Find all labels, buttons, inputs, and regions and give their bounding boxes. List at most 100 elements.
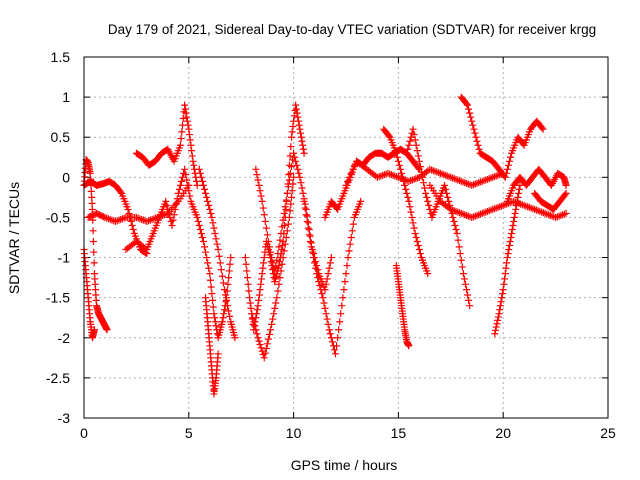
data-point [298, 184, 306, 192]
data-point [505, 157, 513, 165]
data-point [501, 173, 509, 181]
data-point [561, 191, 569, 199]
data-point [264, 335, 272, 343]
data-point [304, 224, 312, 232]
data-point [512, 201, 520, 209]
data-point [169, 216, 177, 224]
data-point [194, 217, 202, 225]
data-point [416, 163, 424, 171]
data-point [458, 263, 466, 271]
data-point [89, 238, 97, 246]
data-point [299, 141, 307, 149]
data-point [499, 290, 507, 298]
data-point [254, 334, 262, 342]
data-point [183, 113, 191, 121]
data-point [197, 173, 205, 181]
data-point [142, 249, 150, 257]
data-point [288, 163, 296, 171]
data-point [186, 192, 194, 200]
data-point [505, 246, 513, 254]
data-point [410, 224, 418, 232]
data-point [268, 320, 276, 328]
data-point [164, 205, 172, 213]
data-point [332, 350, 340, 358]
data-point [508, 225, 516, 233]
data-point [338, 302, 346, 310]
data-point [306, 238, 314, 246]
data-point [282, 234, 290, 241]
series-track-f [122, 165, 235, 342]
data-point [339, 294, 347, 302]
data-point [405, 141, 413, 149]
data-point [313, 270, 321, 278]
data-point [184, 121, 192, 129]
data-point [197, 229, 205, 237]
data-point [259, 264, 267, 272]
data-point [209, 296, 217, 304]
data-point [296, 173, 304, 181]
data-point [287, 143, 295, 151]
data-point [288, 187, 296, 195]
data-point [335, 326, 343, 334]
data-point [257, 192, 265, 200]
data-point [394, 157, 402, 165]
data-point [452, 225, 460, 233]
data-point [272, 299, 280, 307]
data-point [257, 344, 265, 352]
data-point [471, 129, 479, 137]
data-point [514, 193, 522, 201]
data-point [392, 149, 400, 157]
series-track-v [531, 189, 570, 213]
data-point [241, 254, 249, 262]
series-track-k [252, 149, 335, 294]
data-point [510, 217, 518, 225]
data-point [162, 197, 170, 205]
data-point [425, 201, 433, 209]
data-point [314, 274, 322, 282]
data-point [224, 302, 232, 310]
data-point [257, 275, 265, 283]
data-point [174, 189, 182, 197]
data-point [460, 275, 468, 283]
data-point [187, 141, 195, 149]
data-points [80, 93, 570, 398]
data-point [207, 283, 215, 291]
data-point [465, 105, 473, 113]
data-point [224, 280, 232, 288]
data-point [401, 181, 409, 189]
data-point [288, 128, 296, 136]
data-point [516, 181, 524, 189]
data-point [326, 259, 334, 267]
data-point [317, 286, 325, 294]
data-point [185, 125, 193, 133]
data-point [243, 274, 251, 282]
data-point [288, 133, 296, 141]
data-point [453, 229, 461, 237]
data-point [409, 219, 417, 227]
data-point [262, 224, 270, 232]
data-point [279, 216, 287, 224]
data-point [326, 330, 334, 338]
data-point [399, 173, 407, 181]
data-point [260, 211, 268, 219]
data-point [275, 262, 283, 270]
data-point [503, 254, 511, 262]
data-point [168, 221, 176, 229]
data-point [270, 310, 278, 318]
data-point [496, 302, 504, 310]
data-point [293, 109, 301, 117]
data-point [277, 267, 285, 275]
data-point [195, 165, 203, 173]
data-point [202, 189, 210, 197]
data-point [343, 262, 351, 270]
data-point [503, 259, 511, 267]
data-point [297, 133, 305, 141]
data-point [325, 264, 333, 272]
data-point [414, 152, 422, 160]
data-point [562, 181, 570, 189]
data-point [423, 193, 431, 201]
data-point [385, 132, 393, 140]
data-point [208, 213, 216, 221]
data-point [443, 189, 451, 197]
data-point [408, 213, 416, 221]
